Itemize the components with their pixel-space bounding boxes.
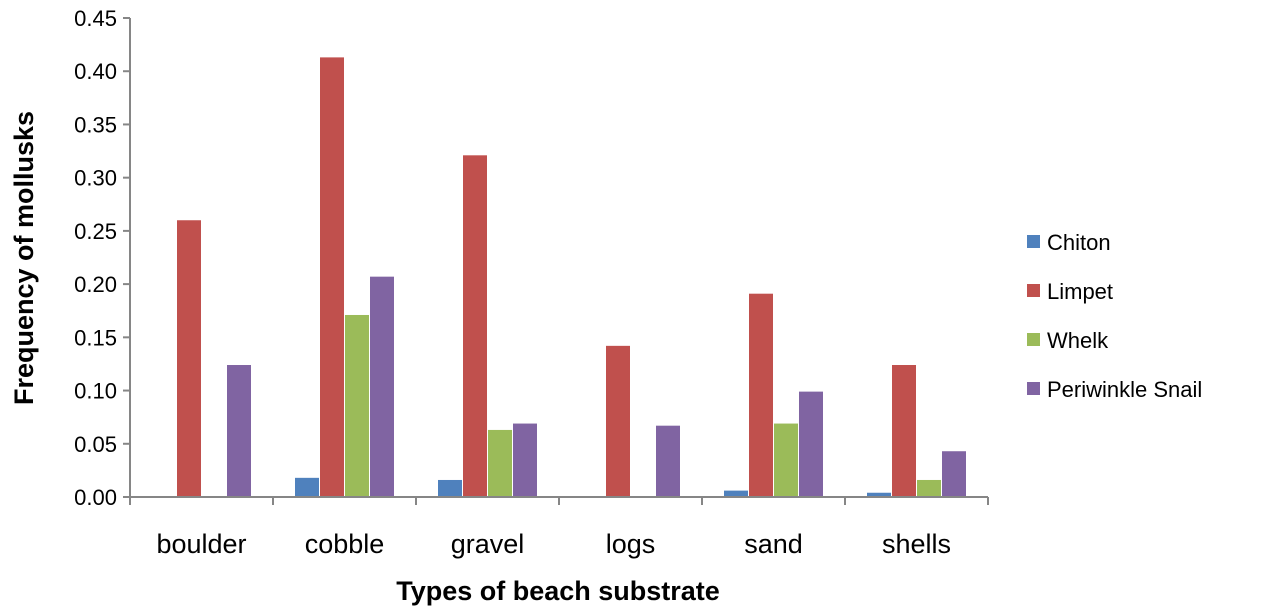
bar-limpet-logs — [606, 345, 630, 497]
x-category-label: sand — [744, 529, 803, 559]
y-tick-label: 0.30 — [74, 166, 117, 191]
y-tick-label: 0.10 — [74, 379, 117, 404]
y-tick-label: 0.15 — [74, 325, 117, 350]
bar-whelk-cobble — [345, 314, 369, 497]
y-tick-label: 0.35 — [74, 112, 117, 137]
bar-whelk-gravel — [488, 429, 512, 497]
legend-label: Limpet — [1047, 279, 1113, 304]
bar-chiton-gravel — [438, 479, 462, 497]
bar-periwinkle-snail-shells — [942, 451, 966, 497]
x-axis-category-labels: boulder cobble gravel logs sand shells — [156, 529, 951, 559]
bar-limpet-shells — [892, 365, 916, 497]
legend-swatch — [1027, 284, 1040, 297]
x-category-label: boulder — [156, 529, 246, 559]
legend-swatch — [1027, 333, 1040, 346]
bar-periwinkle-snail-boulder — [227, 365, 251, 497]
bar-limpet-boulder — [177, 220, 201, 497]
y-tick-label: 0.20 — [74, 272, 117, 297]
x-category-label: cobble — [305, 529, 385, 559]
x-category-label: shells — [882, 529, 951, 559]
y-axis-ticks: 0.00 0.05 0.10 0.15 0.20 0.25 0.30 0.35 0.40 0.45 — [74, 6, 130, 510]
bar-chiton-sand — [724, 490, 748, 497]
bars — [177, 57, 966, 497]
legend-swatch — [1027, 382, 1040, 395]
x-axis-title: Types of beach substrate — [396, 576, 720, 606]
bar-chiton-shells — [867, 492, 891, 497]
y-tick-label: 0.40 — [74, 59, 117, 84]
bar-whelk-sand — [774, 423, 798, 497]
y-tick-label: 0.00 — [74, 485, 117, 510]
bar-periwinkle-snail-gravel — [513, 423, 537, 497]
y-tick-label: 0.05 — [74, 432, 117, 457]
x-category-label: gravel — [451, 529, 525, 559]
legend-label: Whelk — [1047, 328, 1109, 353]
y-tick-label: 0.25 — [74, 219, 117, 244]
axes — [129, 18, 989, 505]
legend-label: Chiton — [1047, 230, 1111, 255]
y-axis-title: Frequency of mollusks — [9, 111, 39, 405]
legend-label: Periwinkle Snail — [1047, 377, 1202, 402]
bar-limpet-sand — [749, 293, 773, 497]
legend: Chiton Limpet Whelk Periwinkle Snail — [1027, 230, 1202, 402]
bar-limpet-gravel — [463, 155, 487, 497]
x-category-label: logs — [606, 529, 656, 559]
legend-swatch — [1027, 235, 1040, 248]
bar-periwinkle-snail-cobble — [370, 276, 394, 497]
y-tick-label: 0.45 — [74, 6, 117, 31]
bar-limpet-cobble — [320, 57, 344, 497]
bar-periwinkle-snail-logs — [656, 425, 680, 497]
bar-whelk-shells — [917, 479, 941, 497]
bar-chiton-cobble — [295, 477, 319, 497]
bar-periwinkle-snail-sand — [799, 391, 823, 497]
